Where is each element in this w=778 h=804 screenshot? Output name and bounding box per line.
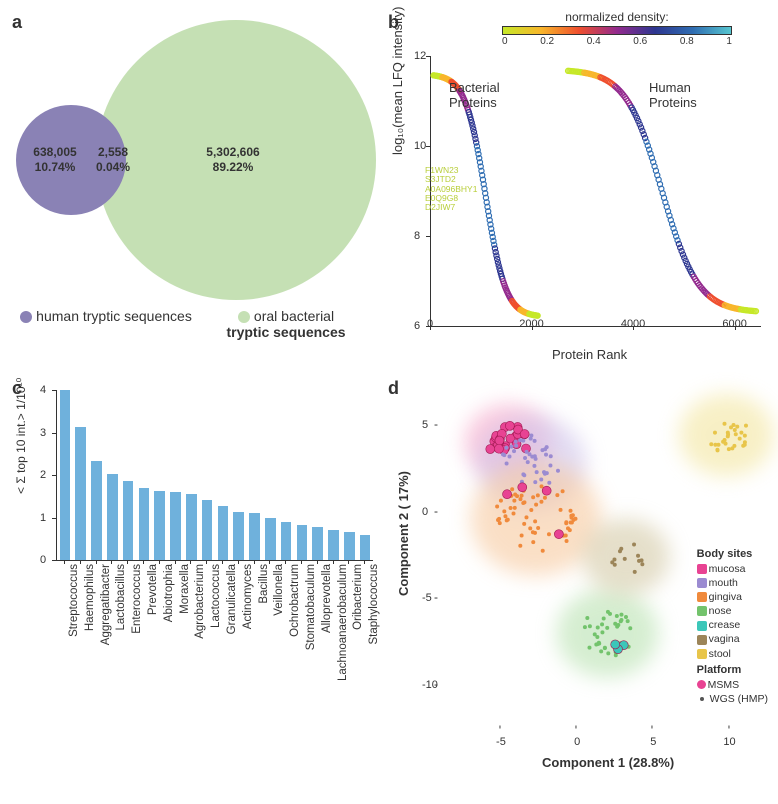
panel-d: d Component 2 ( 17%) Component 1 (28.8%)… xyxy=(386,376,776,786)
c-category-label: Moraxella xyxy=(179,564,191,614)
d-legend: Body sitesmucosamouthgingivanosecreaseva… xyxy=(697,545,768,706)
c-category-label: Oribacterium xyxy=(352,564,364,630)
bar xyxy=(233,512,244,560)
c-category-label: Enterococcus xyxy=(131,564,143,634)
bar xyxy=(186,494,197,560)
legend-text-bacterial-2: tryptic sequences xyxy=(226,324,345,340)
c-ylabel: < Σ top 10 int.> 1/10¹⁰ xyxy=(14,378,28,494)
bar xyxy=(265,518,276,561)
venn-diagram: 638,00510.74% 2,5580.04% 5,302,60689.22%… xyxy=(16,20,376,340)
b-xlabel: Protein Rank xyxy=(552,347,627,362)
bar xyxy=(123,481,134,560)
figure-root: a 638,00510.74% 2,5580.04% 5,302,60689.2… xyxy=(10,10,768,786)
colorbar-gradient xyxy=(502,26,732,35)
b-outlier-labels: F1WN23S3JTD2A0A096BHY1E0Q9G8D2JIW7 xyxy=(425,166,477,213)
bar xyxy=(75,427,86,560)
panel-b: b normalized density: 00.20.40.60.81 log… xyxy=(386,10,776,370)
c-category-label: Stomatobaculum xyxy=(305,564,317,650)
c-category-label: Granulicatella xyxy=(226,564,238,634)
b-section-bacterial: Bacterial Proteins xyxy=(449,80,500,110)
c-category-label: Bacillus xyxy=(258,564,270,604)
panel-d-plot: Component 2 ( 17%) Component 1 (28.8%) B… xyxy=(392,376,772,776)
panel-c: c < Σ top 10 int.> 1/10¹⁰ 01234Streptoco… xyxy=(10,376,380,786)
bar xyxy=(281,522,292,560)
bar xyxy=(312,527,323,560)
c-category-label: Ochrobactrum xyxy=(289,564,301,637)
c-category-label: Lactococcus xyxy=(210,564,222,628)
legend-key-human xyxy=(20,311,32,323)
panel-b-plot: normalized density: 00.20.40.60.81 log₁₀… xyxy=(392,10,772,360)
bar xyxy=(297,525,308,560)
c-category-label: Staphylococcus xyxy=(368,564,380,645)
b-ylabel: log₁₀(mean LFQ intensity) xyxy=(390,6,405,155)
bar xyxy=(328,530,339,560)
bar xyxy=(139,488,150,560)
c-category-label: Agrobacterium xyxy=(194,564,206,639)
legend-text-human: human tryptic sequences xyxy=(36,308,192,324)
c-category-label: Alloprevotella xyxy=(321,564,333,633)
c-category-label: Actinomyces xyxy=(242,564,254,629)
venn-overlap-label: 2,5580.04% xyxy=(88,145,138,175)
c-category-label: Haemophilus xyxy=(84,564,96,631)
colorbar: normalized density: 00.20.40.60.81 xyxy=(502,10,732,47)
colorbar-ticks: 00.20.40.60.81 xyxy=(502,36,732,47)
c-category-label: Abiotrophia xyxy=(163,564,175,622)
c-category-label: Prevotella xyxy=(147,564,159,615)
bar xyxy=(91,461,102,560)
legend-key-bacterial xyxy=(238,311,250,323)
panel-c-plot: < Σ top 10 int.> 1/10¹⁰ 01234Streptococc… xyxy=(18,384,378,784)
bar xyxy=(360,535,371,561)
venn-large-label: 5,302,60689.22% xyxy=(168,145,298,175)
venn-small-label: 638,00510.74% xyxy=(20,145,90,175)
b-section-human: Human Proteins xyxy=(649,80,697,110)
venn-legend: human tryptic sequences oral bacterialtr… xyxy=(16,308,376,340)
bar xyxy=(218,506,229,560)
legend-text-bacterial-1: oral bacterial xyxy=(254,308,334,324)
bar xyxy=(60,390,71,560)
b-plot-area: Bacterial Proteins Human Proteins F1WN23… xyxy=(430,56,761,327)
c-category-label: Streptococcus xyxy=(68,564,80,637)
bar xyxy=(249,513,260,560)
bar xyxy=(344,532,355,560)
c-category-label: Lactobacillus xyxy=(115,564,127,630)
d-ylabel: Component 2 ( 17%) xyxy=(396,471,411,596)
colorbar-label: normalized density: xyxy=(502,10,732,24)
c-plot-area xyxy=(56,390,373,561)
c-category-label: Lachnoanaerobaculum xyxy=(337,564,349,681)
panel-a: a 638,00510.74% 2,5580.04% 5,302,60689.2… xyxy=(10,10,380,370)
bar xyxy=(154,491,165,560)
d-xlabel: Component 1 (28.8%) xyxy=(542,755,674,770)
c-category-label: Veillonella xyxy=(273,564,285,616)
c-category-label: Aggregatibacter xyxy=(100,564,112,645)
bar xyxy=(202,500,213,560)
bar xyxy=(170,492,181,560)
bar xyxy=(107,474,118,560)
